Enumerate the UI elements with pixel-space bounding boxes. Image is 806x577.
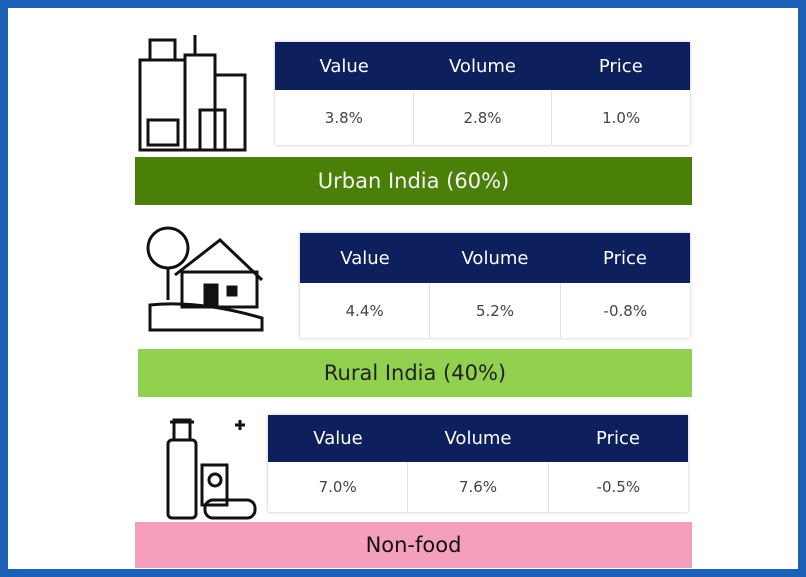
value-cell: 1.0% (602, 108, 641, 127)
section-label: Urban India (60%) (135, 157, 692, 205)
value-cell: -0.8% (603, 301, 648, 320)
stats-table: Value Volume Price 3.8% 2.8% 1.0% (275, 42, 690, 145)
header-cell: Value (313, 428, 363, 449)
value-cell: 5.2% (430, 283, 561, 338)
header-cell: Value (319, 55, 369, 77)
value-cell: 3.8% (275, 90, 414, 145)
city-icon (138, 35, 247, 152)
value-row: 3.8% 2.8% 1.0% (275, 90, 690, 145)
stats-table: Value Volume Price 4.4% 5.2% -0.8% (300, 233, 690, 338)
value-cell: 2.8% (414, 90, 553, 145)
header-row: Value Volume Price (268, 415, 688, 462)
section-label: Rural India (40%) (138, 349, 692, 397)
header-row: Value Volume Price (300, 233, 690, 283)
stats-table: Value Volume Price 7.0% 7.6% -0.5% (268, 415, 688, 512)
header-cell: Volume (461, 247, 529, 269)
section-label: Non-food (135, 522, 692, 568)
header-cell: Price (596, 428, 640, 449)
cosmetics-icon (166, 418, 257, 520)
header-cell: Volume (449, 55, 516, 77)
value-cell: 7.0% (268, 462, 409, 512)
value-cell: 7.6% (408, 462, 549, 512)
value-cell: 4.4% (300, 283, 431, 338)
header-cell: Price (598, 55, 643, 77)
value-row: 7.0% 7.6% -0.5% (268, 462, 688, 512)
value-row: 4.4% 5.2% -0.8% (300, 283, 690, 338)
house-icon (146, 226, 264, 332)
header-cell: Value (340, 247, 390, 269)
value-cell: -0.5% (596, 478, 641, 496)
header-row: Value Volume Price (275, 42, 690, 90)
header-cell: Price (603, 247, 647, 269)
header-cell: Volume (444, 428, 512, 449)
